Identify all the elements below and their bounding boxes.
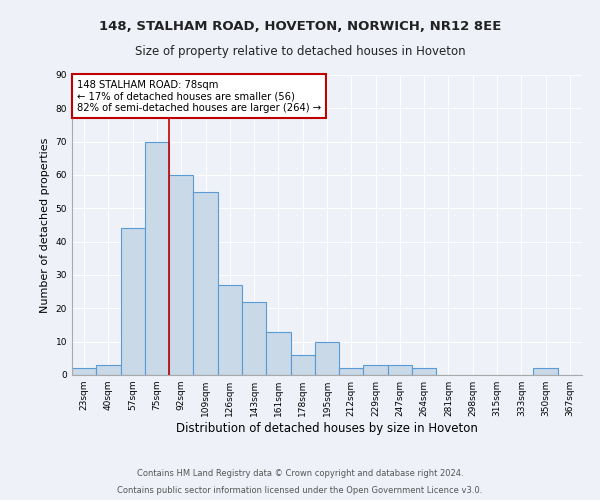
Text: 148 STALHAM ROAD: 78sqm
← 17% of detached houses are smaller (56)
82% of semi-de: 148 STALHAM ROAD: 78sqm ← 17% of detache…: [77, 80, 321, 112]
X-axis label: Distribution of detached houses by size in Hoveton: Distribution of detached houses by size …: [176, 422, 478, 435]
Bar: [72, 368, 96, 375]
Bar: [193, 192, 218, 375]
Bar: [290, 355, 315, 375]
Bar: [339, 368, 364, 375]
Bar: [412, 368, 436, 375]
Bar: [315, 342, 339, 375]
Text: 148, STALHAM ROAD, HOVETON, NORWICH, NR12 8EE: 148, STALHAM ROAD, HOVETON, NORWICH, NR1…: [99, 20, 501, 33]
Bar: [96, 365, 121, 375]
Bar: [242, 302, 266, 375]
Text: Contains public sector information licensed under the Open Government Licence v3: Contains public sector information licen…: [118, 486, 482, 495]
Bar: [145, 142, 169, 375]
Bar: [388, 365, 412, 375]
Bar: [218, 285, 242, 375]
Bar: [533, 368, 558, 375]
Y-axis label: Number of detached properties: Number of detached properties: [40, 138, 50, 312]
Bar: [266, 332, 290, 375]
Text: Contains HM Land Registry data © Crown copyright and database right 2024.: Contains HM Land Registry data © Crown c…: [137, 468, 463, 477]
Bar: [364, 365, 388, 375]
Bar: [121, 228, 145, 375]
Text: Size of property relative to detached houses in Hoveton: Size of property relative to detached ho…: [134, 45, 466, 58]
Bar: [169, 175, 193, 375]
